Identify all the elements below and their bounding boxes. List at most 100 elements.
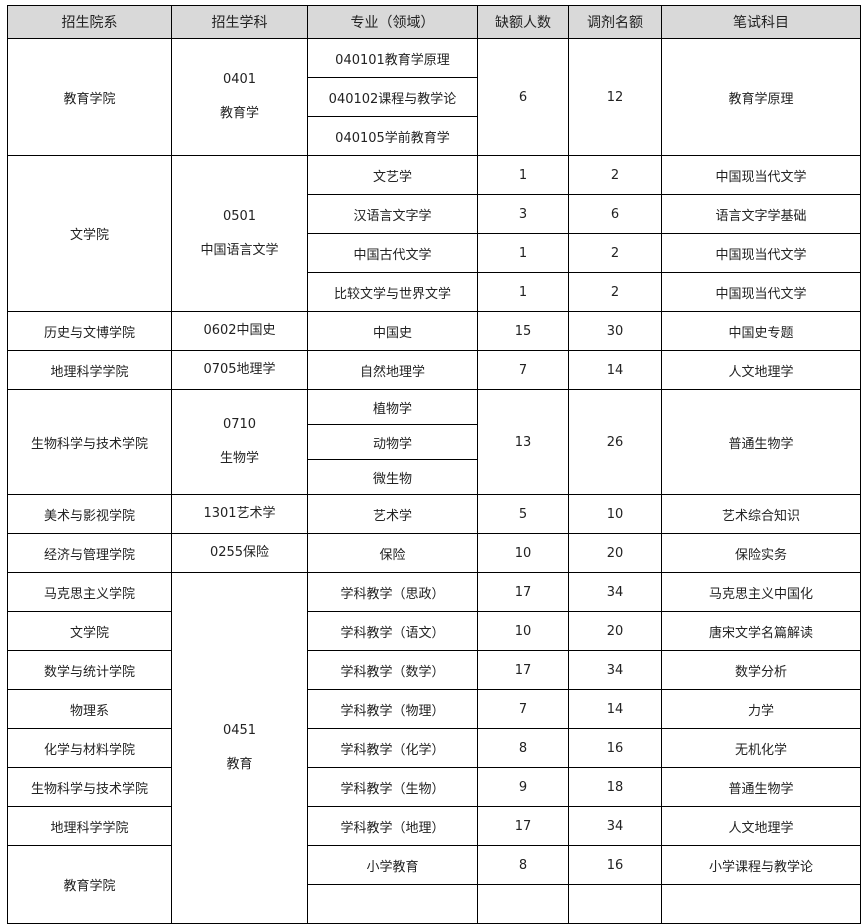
exam-cell: 中国现当代文学 (661, 272, 861, 312)
table-row: 比较文学与世界文学 1 2 中国现当代文学 (8, 272, 861, 312)
table-row: 地理科学学院 0705地理学 自然地理学 7 14 人文地理学 (7, 350, 861, 390)
department-cell: 经济与管理学院 (7, 533, 172, 573)
major-cell: 040105学前教育学 (307, 116, 478, 156)
admissions-table-container: 招生院系 招生学科 专业（领域） 缺额人数 调剂名额 笔试科目 教育学院 0401… (7, 5, 861, 924)
adjust-cell: 34 (568, 650, 662, 690)
major-cell: 学科教学（生物） (307, 767, 478, 807)
adjust-cell: 34 (568, 572, 662, 612)
adjust-cell: 34 (568, 806, 662, 846)
subject-line: 1301艺术学 (203, 506, 276, 521)
admissions-table: 招生院系 招生学科 专业（领域） 缺额人数 调剂名额 笔试科目 教育学院 0401… (7, 5, 861, 924)
exam-cell: 数学分析 (661, 650, 861, 690)
exam-cell: 中国现当代文学 (661, 155, 861, 195)
subject-cell: 0451 教育 (171, 572, 308, 924)
table-row: 040102课程与教学论 (8, 77, 861, 117)
adjust-cell: 12 (568, 38, 662, 156)
table-row: 化学与材料学院 学科教学（化学） 8 16 无机化学 (7, 728, 861, 768)
table-row: 生物科学与技术学院 学科教学（生物） 9 18 普通生物学 (7, 767, 861, 807)
major-cell: 中国古代文学 (307, 233, 478, 273)
subject-cell: 0255保险 (171, 533, 308, 573)
subject-line: 0710 (222, 417, 257, 432)
major-cell (307, 884, 478, 924)
adjust-cell: 16 (568, 728, 662, 768)
adjust-cell: 14 (568, 689, 662, 729)
major-cell: 微生物 (307, 459, 478, 495)
table-row: 文学院 0501 中国语言文学 文艺学 1 2 中国现当代文学 (7, 155, 861, 312)
subject-line: 0255保险 (209, 545, 270, 560)
subject-line: 0705地理学 (203, 362, 276, 377)
subject-cell: 0705地理学 (171, 350, 308, 390)
header-major: 专业（领域） (307, 5, 478, 39)
subject-cell: 0710 生物学 (171, 389, 308, 495)
table-row: 数学与统计学院 学科教学（数学） 17 34 数学分析 (7, 650, 861, 690)
exam-cell: 艺术综合知识 (661, 494, 861, 534)
shortage-cell: 10 (477, 611, 569, 651)
table-row: 生物科学与技术学院 0710 生物学 植物学 13 26 普通生物学 (7, 389, 861, 495)
department-cell: 化学与材料学院 (7, 728, 172, 768)
shortage-cell: 1 (477, 155, 569, 195)
subject-line: 0451 (222, 723, 257, 738)
shortage-cell: 1 (477, 233, 569, 273)
subject-cell: 1301艺术学 (171, 494, 308, 534)
adjust-cell: 16 (568, 845, 662, 885)
major-cell: 040101教育学原理 (307, 38, 478, 78)
adjust-cell: 14 (568, 350, 662, 390)
department-cell: 马克思主义学院 (7, 572, 172, 612)
exam-cell: 教育学原理 (661, 38, 861, 156)
adjust-cell: 20 (568, 611, 662, 651)
subject-cell: 0602中国史 (171, 311, 308, 351)
table-row: 汉语言文字学 3 6 语言文字学基础 (8, 194, 861, 234)
table-row: 物理系 学科教学（物理） 7 14 力学 (7, 689, 861, 729)
table-body: 教育学院 0401 教育学 040101教育学原理 6 12 教育学原理 040102课程与教… (7, 38, 861, 924)
exam-cell: 普通生物学 (661, 389, 861, 495)
shortage-cell: 1 (477, 272, 569, 312)
subject-cell: 0401 教育学 (171, 38, 308, 156)
exam-cell: 人文地理学 (661, 350, 861, 390)
exam-cell: 小学课程与教学论 (661, 845, 861, 885)
table-row: 经济与管理学院 0255保险 保险 10 20 保险实务 (7, 533, 861, 573)
major-cell: 自然地理学 (307, 350, 478, 390)
major-cell: 文艺学 (307, 155, 478, 195)
table-row: 美术与影视学院 1301艺术学 艺术学 5 10 艺术综合知识 (7, 494, 861, 534)
department-cell: 物理系 (7, 689, 172, 729)
major-cell: 040102课程与教学论 (307, 77, 478, 117)
header-shortage: 缺额人数 (477, 5, 569, 39)
adjust-cell: 18 (568, 767, 662, 807)
adjust-cell: 2 (568, 155, 662, 195)
subject-line: 0602中国史 (203, 323, 276, 338)
department-cell: 地理科学学院 (7, 806, 172, 846)
header-exam: 笔试科目 (661, 5, 861, 39)
header-subject: 招生学科 (171, 5, 308, 39)
department-cell: 生物科学与技术学院 (7, 389, 172, 495)
department-cell: 数学与统计学院 (7, 650, 172, 690)
shortage-cell: 8 (477, 728, 569, 768)
adjust-cell: 6 (568, 194, 662, 234)
major-cell: 学科教学（物理） (307, 689, 478, 729)
shortage-cell: 9 (477, 767, 569, 807)
exam-cell: 中国史专题 (661, 311, 861, 351)
major-cell: 比较文学与世界文学 (307, 272, 478, 312)
adjust-cell (568, 884, 662, 924)
header-row: 招生院系 招生学科 专业（领域） 缺额人数 调剂名额 笔试科目 (7, 5, 861, 39)
adjust-cell: 26 (568, 389, 662, 495)
exam-cell: 无机化学 (661, 728, 861, 768)
department-cell: 文学院 (7, 611, 172, 651)
subject-line: 中国语言文学 (200, 242, 279, 258)
exam-cell: 中国现当代文学 (661, 233, 861, 273)
adjust-cell: 2 (568, 272, 662, 312)
table-row: 文学院 学科教学（语文） 10 20 唐宋文学名篇解读 (7, 611, 861, 651)
table-row: 中国古代文学 1 2 中国现当代文学 (8, 233, 861, 273)
department-cell: 教育学院 (7, 845, 172, 924)
subject-line: 0401 (222, 72, 257, 87)
subject-line: 教育 (226, 757, 253, 772)
table-row: 马克思主义学院 0451 教育 学科教学（思政） 17 34 马克思主义中国化 (7, 572, 861, 924)
exam-cell: 保险实务 (661, 533, 861, 573)
major-cell: 学科教学（思政） (307, 572, 478, 612)
table-row: 040105学前教育学 (8, 116, 861, 156)
major-cell: 植物学 (307, 389, 478, 425)
major-cell: 学科教学（数学） (307, 650, 478, 690)
major-cell: 保险 (307, 533, 478, 573)
adjust-cell: 30 (568, 311, 662, 351)
adjust-cell: 10 (568, 494, 662, 534)
shortage-cell: 15 (477, 311, 569, 351)
